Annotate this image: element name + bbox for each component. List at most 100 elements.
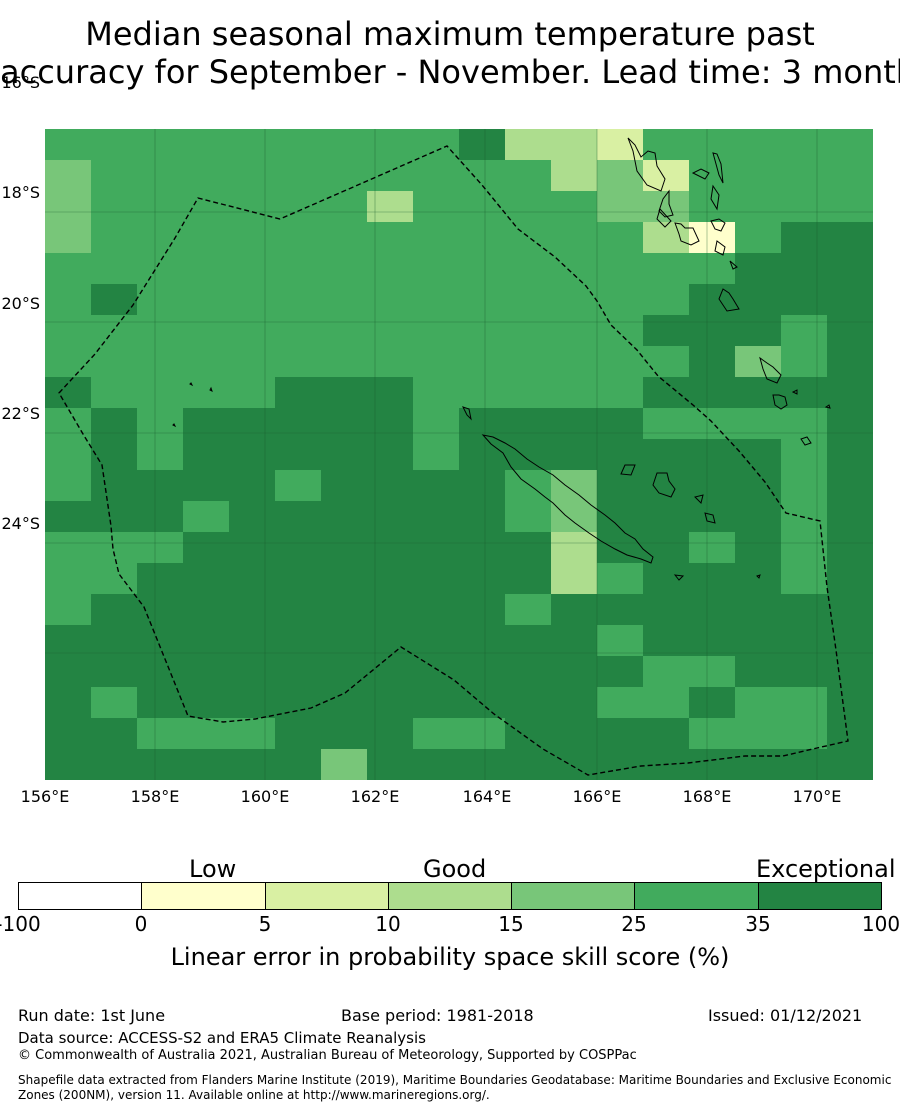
grid-cell [91,253,138,285]
grid-cell [505,749,552,780]
grid-cell [321,501,368,533]
lon-label-156e: 156°E [20,787,70,806]
grid-cell [91,377,138,409]
grid-cell [137,625,184,657]
grid-cell [45,408,92,440]
grid-cell [735,408,782,440]
grid-cell [827,191,873,223]
colorbar-tick: 0 [134,912,148,936]
grid-cell [321,315,368,347]
grid-cell [827,315,873,347]
grid-cell [137,284,184,316]
grid-cell [229,718,276,750]
lon-label-170e: 170°E [792,787,842,806]
grid-cell [137,470,184,502]
grid-cell [459,160,506,192]
grid-cell [505,377,552,409]
grid-cell [183,532,230,564]
grid-cell [551,222,598,254]
grid-cell [459,191,506,223]
grid-cell [597,749,644,780]
grid-cell [45,656,92,688]
grid-cell [459,222,506,254]
grid-cell [321,563,368,595]
grid-cell [229,129,276,161]
grid-cell [183,594,230,626]
grid-cell [689,315,736,347]
grid-cell [459,315,506,347]
grid-cell [505,408,552,440]
grid-cell [459,284,506,316]
grid-cell [643,222,690,254]
grid-cell [781,346,828,378]
grid-cell [275,191,322,223]
grid-cell [413,594,460,626]
grid-cell [275,439,322,471]
grid-cell [551,532,598,564]
grid-cell [735,284,782,316]
grid-cell [229,470,276,502]
grid-cell [597,439,644,471]
base-period: Base period: 1981-2018 [341,1006,534,1025]
grid-cell [689,439,736,471]
grid-cell [321,222,368,254]
grid-cell [827,749,873,780]
grid-cell [643,594,690,626]
grid-cell [597,470,644,502]
grid-cell [781,222,828,254]
grid-cell [275,129,322,161]
colorbar-segment-5 [512,883,636,909]
grid-cell [275,625,322,657]
grid-cell [321,253,368,285]
grid-cell [597,191,644,223]
grid-cell [551,377,598,409]
grid-cell [643,191,690,223]
grid-cell [137,253,184,285]
grid-cell [367,718,414,750]
grid-cell [689,563,736,595]
category-good: Good [423,855,487,883]
grid-cell [781,718,828,750]
grid-cell [91,470,138,502]
copyright: © Commonwealth of Australia 2021, Austra… [18,1048,637,1063]
grid-cell [45,377,92,409]
grid-cell [137,563,184,595]
grid-cell [643,315,690,347]
grid-cell [321,160,368,192]
grid-cell [183,222,230,254]
grid-cell [413,160,460,192]
grid-cell [183,625,230,657]
grid-cell [229,625,276,657]
grid-cell [643,377,690,409]
grid-cell [183,315,230,347]
grid-cell [551,749,598,780]
grid-cell [459,687,506,719]
grid-cell [91,222,138,254]
grid-cell [45,191,92,223]
grid-cell [45,501,92,533]
grid-cell [781,253,828,285]
grid-cell [367,284,414,316]
grid-cell [643,129,690,161]
grid-cell [183,129,230,161]
grid-cell [781,408,828,440]
grid-cell [137,346,184,378]
grid-cell [229,377,276,409]
grid-cell [735,718,782,750]
grid-cell [551,191,598,223]
grid-cell [321,687,368,719]
grid-cell [781,532,828,564]
grid-cell [781,377,828,409]
grid-cell [367,160,414,192]
grid-cell [459,253,506,285]
colorbar-segment-3 [265,883,389,909]
grid-cell [689,160,736,192]
grid-cell [413,222,460,254]
grid-cell [643,656,690,688]
grid-cell [183,284,230,316]
grid-cell [781,470,828,502]
graticule [45,129,873,780]
lat-label-20s: 20°S [1,294,40,313]
grid-cell [229,191,276,223]
colorbar-segment-7 [758,883,881,909]
